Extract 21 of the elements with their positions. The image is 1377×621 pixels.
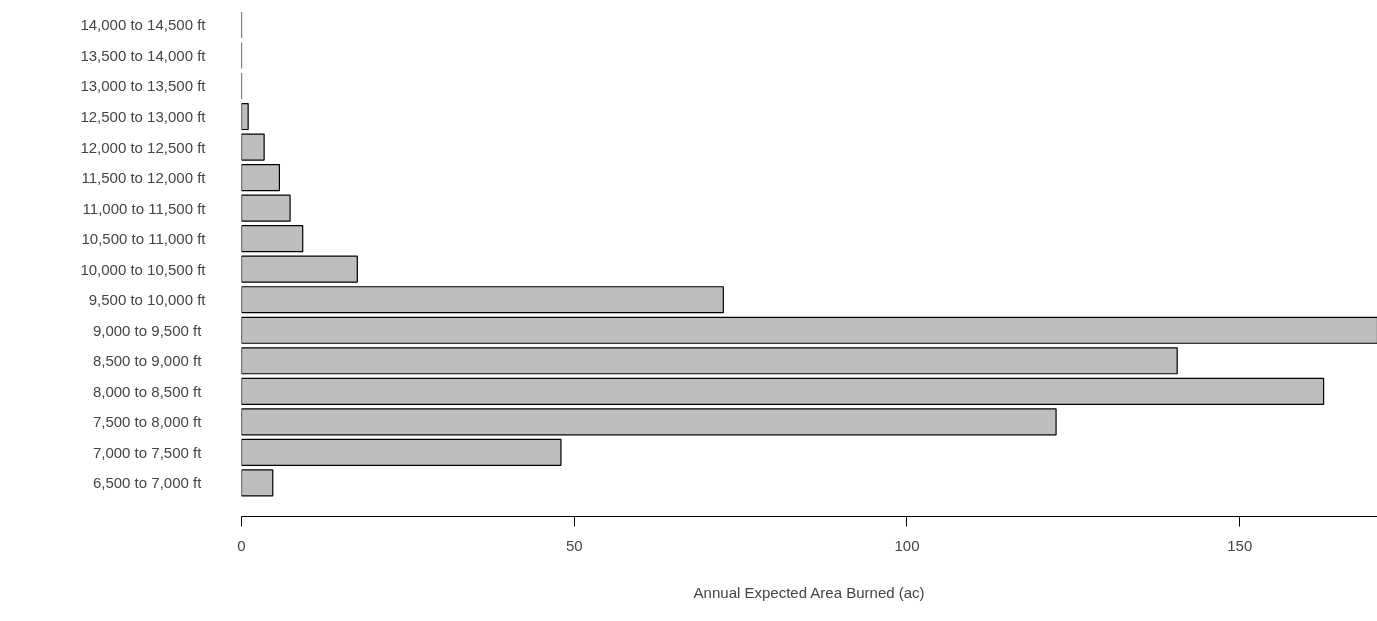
- y-tick-label: 10,000 to 10,500 ft: [80, 260, 207, 278]
- y-tick-label: 11,500 to 12,000 ft: [81, 169, 207, 187]
- y-tick-label: 8,500 to 9,000 ft: [92, 352, 203, 370]
- y-tick-label: 7,500 to 8,000 ft: [92, 413, 203, 431]
- y-tick-label: 8,000 to 8,500 ft: [92, 382, 203, 400]
- y-tick-label: 7,000 to 7,500 ft: [92, 443, 203, 461]
- y-tick-label: 14,000 to 14,500 ft: [80, 16, 207, 34]
- y-tick-label: 13,500 to 14,000 ft: [80, 46, 207, 64]
- x-tick-label: 150: [1227, 536, 1253, 554]
- y-tick-label: 6,500 to 7,000 ft: [92, 474, 203, 492]
- x-tick-label: 100: [894, 536, 920, 554]
- y-tick-label: 12,500 to 13,000 ft: [80, 108, 207, 126]
- x-tick-label: 0: [237, 536, 246, 554]
- y-tick-label: 12,000 to 12,500 ft: [80, 138, 207, 156]
- x-tick-label: 50: [565, 536, 583, 554]
- y-tick-label: 9,000 to 9,500 ft: [92, 321, 203, 339]
- y-tick-label: 13,000 to 13,500 ft: [80, 77, 207, 95]
- x-axis-title: Annual Expected Area Burned (ac): [693, 583, 925, 601]
- y-tick-label: 9,500 to 10,000 ft: [88, 291, 207, 309]
- y-tick-label: 11,000 to 11,500 ft: [82, 199, 207, 217]
- y-tick-label: 10,500 to 11,000 ft: [81, 230, 207, 248]
